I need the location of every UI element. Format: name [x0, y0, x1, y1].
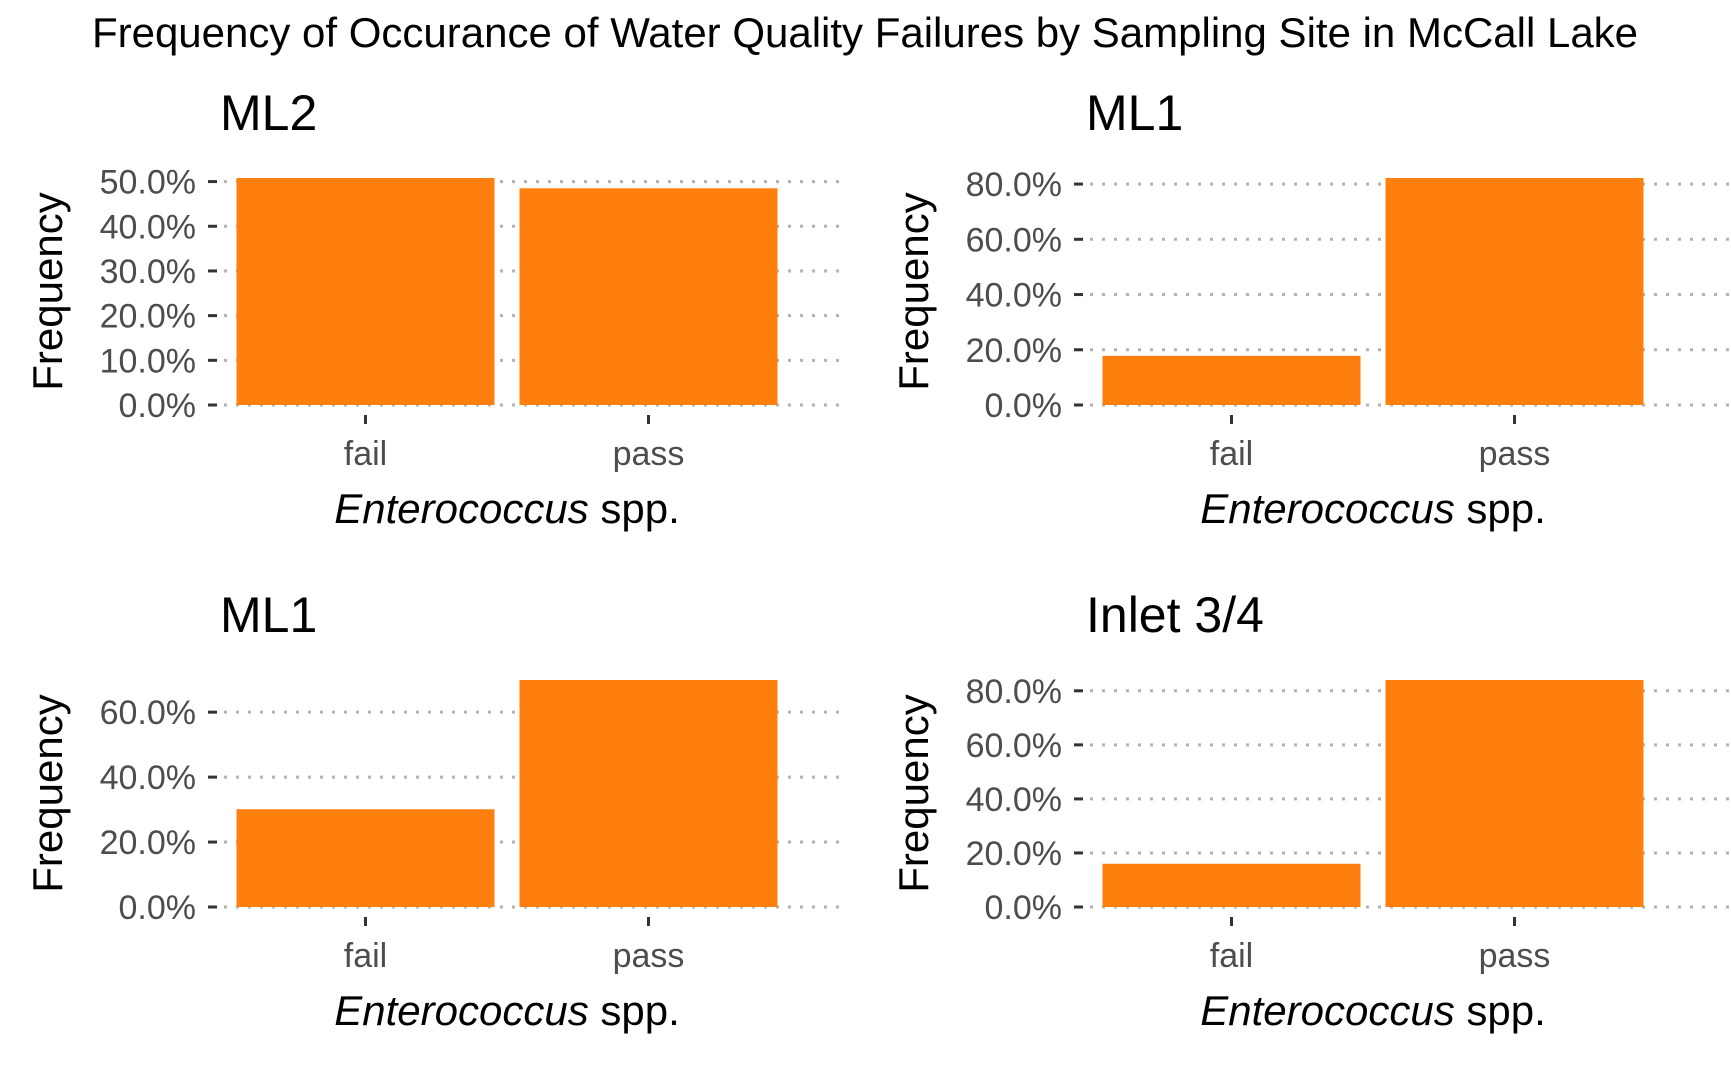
y-tick-label: 60.0%	[100, 694, 196, 732]
x-tick-label: pass	[1479, 435, 1551, 473]
y-tick-label: 50.0%	[100, 164, 196, 202]
bar-fail	[236, 809, 495, 907]
y-axis-label: Frequency	[24, 694, 71, 892]
x-axis-label-italic: Enterococcus	[1200, 987, 1454, 1034]
y-tick-label: 80.0%	[966, 673, 1062, 711]
bar-fail	[1102, 863, 1361, 907]
y-tick-label: 40.0%	[966, 781, 1062, 819]
x-tick-label: pass	[613, 937, 685, 975]
y-tick-label: 20.0%	[100, 824, 196, 862]
y-tick-label: 20.0%	[100, 298, 196, 336]
x-tick-label: pass	[1479, 937, 1551, 975]
y-tick-label: 20.0%	[966, 332, 1062, 370]
y-tick-label: 40.0%	[966, 277, 1062, 315]
bar-pass	[1385, 680, 1644, 907]
x-tick-label: fail	[344, 937, 387, 975]
y-tick-label: 40.0%	[100, 759, 196, 797]
x-tick-label: pass	[613, 435, 685, 473]
bar-pass	[1385, 178, 1644, 405]
x-tick-label: fail	[1210, 435, 1253, 473]
x-axis-label-italic: Enterococcus	[1200, 485, 1454, 532]
y-tick-label: 20.0%	[966, 835, 1062, 873]
y-axis-label: Frequency	[24, 192, 71, 390]
panel-title: ML2	[220, 85, 317, 141]
y-axis-label: Frequency	[890, 694, 937, 892]
y-tick-label: 0.0%	[985, 387, 1063, 425]
x-tick-label: fail	[344, 435, 387, 473]
panel-title: ML1	[220, 587, 317, 643]
bar-fail	[1102, 355, 1361, 405]
y-tick-label: 40.0%	[100, 208, 196, 246]
y-tick-label: 80.0%	[966, 166, 1062, 204]
x-axis-label-italic: Enterococcus	[334, 987, 588, 1034]
y-tick-label: 0.0%	[119, 387, 197, 425]
y-tick-label: 0.0%	[119, 889, 197, 927]
y-tick-label: 60.0%	[966, 727, 1062, 765]
x-axis-label: Enterococcus spp.	[1200, 485, 1546, 532]
y-tick-label: 30.0%	[100, 253, 196, 291]
x-axis-label: Enterococcus spp.	[334, 485, 680, 532]
x-axis-label: Enterococcus spp.	[1200, 987, 1546, 1034]
bar-pass	[519, 188, 778, 405]
panel-title: Inlet 3/4	[1086, 587, 1264, 643]
x-axis-label-rest: spp.	[589, 485, 680, 532]
y-tick-label: 0.0%	[985, 889, 1063, 927]
y-tick-label: 10.0%	[100, 342, 196, 380]
x-axis-label-rest: spp.	[1455, 485, 1546, 532]
x-tick-label: fail	[1210, 937, 1253, 975]
x-axis-label-rest: spp.	[589, 987, 680, 1034]
x-axis-label-rest: spp.	[1455, 987, 1546, 1034]
figure-title: Frequency of Occurance of Water Quality …	[92, 9, 1638, 56]
panel-title: ML1	[1086, 85, 1183, 141]
y-tick-label: 60.0%	[966, 221, 1062, 259]
x-axis-label: Enterococcus spp.	[334, 987, 680, 1034]
bar-pass	[519, 680, 778, 907]
y-axis-label: Frequency	[890, 192, 937, 390]
bar-fail	[236, 178, 495, 405]
x-axis-label-italic: Enterococcus	[334, 485, 588, 532]
